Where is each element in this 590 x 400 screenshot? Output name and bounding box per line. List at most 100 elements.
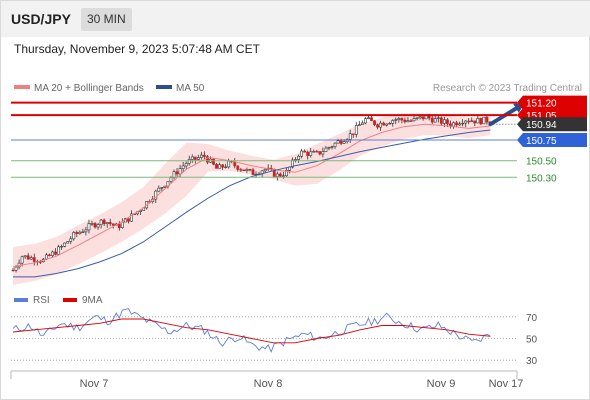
candle-body [48,254,51,256]
candle-body [324,147,328,152]
candle-body [90,223,94,225]
candle-body [291,159,294,168]
candle-body [345,139,349,142]
level-label-150.94: 150.94 [526,120,557,131]
candle-body [212,158,215,165]
candle-body [382,122,386,126]
candle-body [111,223,115,226]
legend-swatch-rsi [14,298,28,302]
candle-body [206,156,209,163]
candle-body [442,119,446,124]
candle-body [306,151,310,156]
candle-body [415,117,419,119]
candle-body [360,122,364,126]
candle-body [421,116,425,120]
candle-body [32,257,36,262]
level-label-151.20: 151.20 [526,99,557,110]
candle-body [66,241,70,244]
candle-body [175,171,179,175]
candle-body [321,151,325,155]
candle-body [406,120,410,123]
candle-body [476,118,480,124]
level-label-151.05: 151.05 [526,111,557,122]
candle-body [248,169,252,171]
candle-body [312,151,316,153]
candle-body [127,218,130,222]
timestamp: Thursday, November 9, 2023 5:07:48 AM CE… [14,42,260,56]
rsi-tick-70: 70 [526,313,538,324]
candle-body [467,120,471,123]
candle-body [245,169,249,171]
candle-body [96,224,100,228]
currency-pair-title: USD/JPY [11,11,71,27]
candle-body [75,232,79,234]
candle-body [367,117,370,119]
candle-body [69,238,73,242]
candle-body [275,173,279,177]
x-tick-label-2: Nov 9 [427,378,456,390]
candle-body [57,246,60,255]
candle-body [38,261,42,263]
candle-body [351,133,355,135]
candle-body [242,169,246,171]
x-tick-label-1: Nov 8 [254,378,283,390]
candle-body [391,120,395,124]
candle-body [433,118,437,123]
candle-body [418,116,422,119]
candle-body [181,165,185,169]
bollinger-band [13,113,491,286]
time-axis: Nov 7 Nov 8 Nov 9 Nov 17 [10,370,523,390]
candle-body [169,177,173,182]
candle-body [108,222,112,225]
candle-body [409,120,413,122]
candle-body [221,164,225,168]
candle-body [272,169,276,177]
candle-body [318,151,322,155]
candle-body [354,125,358,135]
rsi-9ma-line [12,318,491,344]
candle-body [330,146,334,148]
candle-body [193,156,197,160]
candle-body [278,173,282,177]
candle-body [479,118,483,125]
candle-body [430,117,434,123]
candle-body [130,213,133,222]
candle-body [160,187,164,189]
legend-swatch-9ma [63,298,77,302]
level-label-150.50: 150.50 [526,157,557,168]
candle-body [482,116,486,125]
candle-body [227,160,231,168]
candle-body [461,122,465,125]
legend-label-rsi: RSI [33,295,50,306]
candle-body [154,190,158,200]
candle-body [78,231,82,234]
candle-body [300,150,304,157]
legend-label-ma20: MA 20 + Bollinger Bands [34,83,144,94]
chart-credit: Research © 2023 Trading Central [433,83,582,94]
candle-body [327,147,331,149]
candle-body [105,222,109,225]
candle-body [218,164,221,169]
timeframe-badge[interactable]: 30 MIN [81,8,132,31]
candle-body [163,185,167,188]
ma50-line [13,129,491,278]
candle-body [184,163,188,167]
candle-body [99,219,103,225]
candle-body [297,155,300,160]
candle-body [397,118,401,120]
legend-label-9ma: 9MA [82,295,103,306]
candle-body [239,169,243,171]
candle-body [251,169,255,175]
level-tag-151.20 [517,95,587,110]
price-panel [11,102,526,286]
level-tag-150.94 [517,117,587,132]
candle-body [139,210,142,212]
candle-body [63,242,67,247]
candle-body [26,255,30,260]
candle-body [485,116,489,123]
candle-body [336,140,340,144]
candle-body [470,120,474,122]
